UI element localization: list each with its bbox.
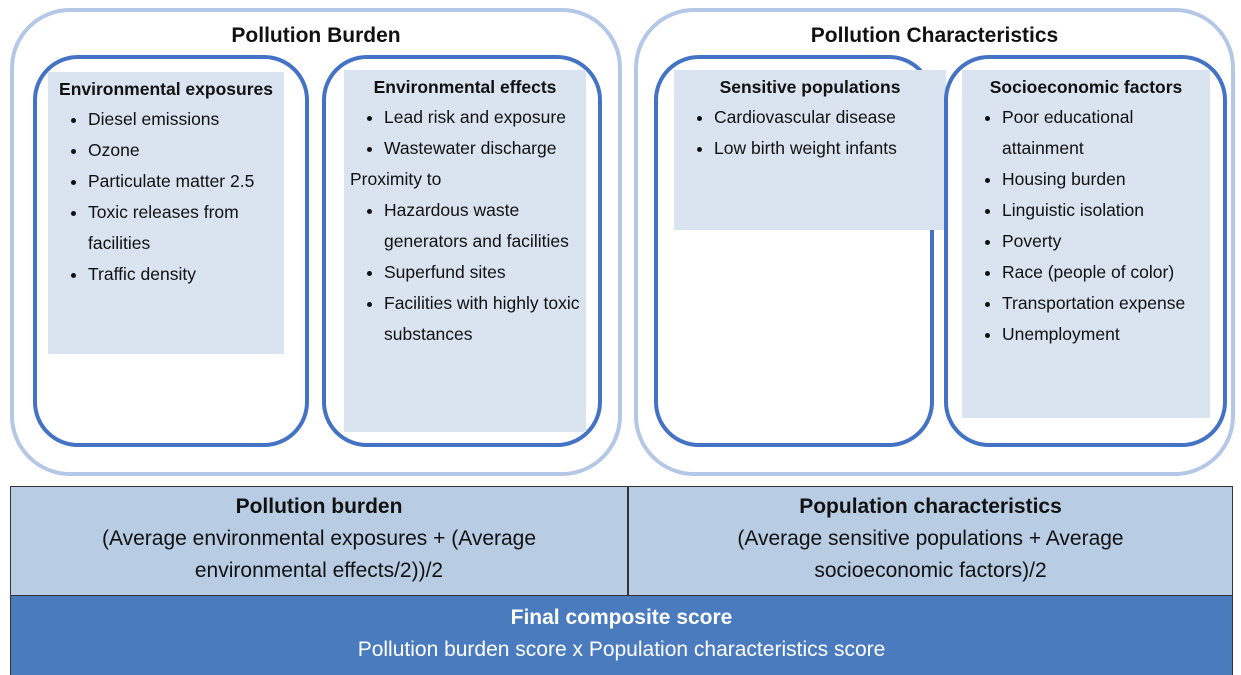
sub-heading: Proximity to [350, 169, 442, 189]
cell-formula: (Average sensitive populations + Average… [737, 527, 1124, 582]
list-item: Ozone [88, 135, 280, 166]
panel-frame [634, 8, 1235, 476]
list-item: Unemployment [1002, 319, 1206, 350]
list-item: Poverty [1002, 226, 1206, 257]
list-item: Linguistic isolation [1002, 195, 1206, 226]
panel-title: Pollution Burden [231, 24, 401, 47]
list-item: Diesel emissions [88, 104, 280, 135]
list-item: Lead risk and exposure [384, 102, 582, 133]
score-cell: Population characteristics (Average sensi… [628, 486, 1233, 596]
final-cell: Final composite score Pollution burden sc… [10, 596, 1233, 675]
list-item: Particulate matter 2.5 [88, 166, 280, 197]
group-box: Environmental exposures Diesel emissionsO… [48, 72, 284, 354]
group-heading: Environmental effects [373, 77, 557, 97]
group-box: Socioeconomic factors Poor educational at… [962, 70, 1210, 418]
list-item: Superfund sites [384, 257, 582, 288]
list-item: Wastewater discharge [384, 133, 582, 164]
item-list: Hazardous waste generators and facilitie… [348, 195, 582, 350]
group-box: Environmental effects Lead risk and expos… [344, 70, 586, 432]
panel-title: Pollution Characteristics [810, 24, 1059, 47]
group-heading: Environmental exposures [59, 79, 273, 99]
list-item: Housing burden [1002, 164, 1206, 195]
cell-formula: (Average environmental exposures + (Aver… [101, 527, 537, 582]
cell-heading: Population characteristics [799, 495, 1062, 518]
cell-heading: Final composite score [510, 606, 733, 629]
list-item: Facilities with highly toxic substances [384, 288, 582, 350]
item-list: Cardiovascular diseaseLow birth weight i… [678, 102, 942, 164]
list-item: Hazardous waste generators and facilitie… [384, 195, 582, 257]
list-item: Traffic density [88, 259, 280, 290]
list-item: Toxic releases from facilities [88, 197, 280, 259]
item-list: Lead risk and exposureWastewater dischar… [348, 102, 582, 164]
group-heading: Socioeconomic factors [989, 77, 1183, 97]
group-box: Sensitive populations Cardiovascular dise… [674, 70, 946, 230]
cell-heading: Pollution burden [235, 495, 403, 518]
group-heading: Sensitive populations [719, 77, 901, 97]
panel-frame [10, 8, 622, 476]
list-item: Poor educational attainment [1002, 102, 1206, 164]
cell-formula: Pollution burden score x Population char… [357, 638, 886, 661]
score-cell: Pollution burden (Average environmental e… [10, 486, 628, 596]
list-item: Cardiovascular disease [714, 102, 942, 133]
list-item: Race (people of color) [1002, 257, 1206, 288]
item-list: Diesel emissionsOzoneParticulate matter … [52, 104, 280, 290]
list-item: Transportation expense [1002, 288, 1206, 319]
list-item: Low birth weight infants [714, 133, 942, 164]
item-list: Poor educational attainmentHousing burde… [966, 102, 1206, 350]
